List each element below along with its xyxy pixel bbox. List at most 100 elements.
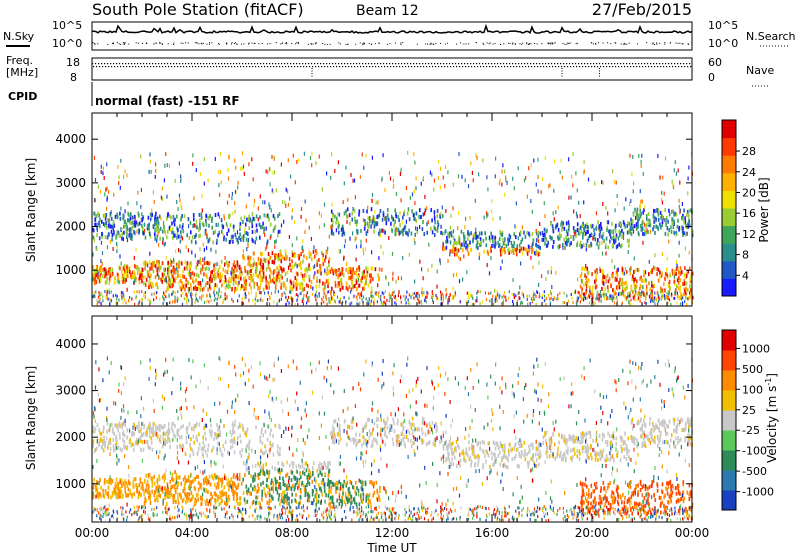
data-cell xyxy=(259,277,262,282)
data-cell xyxy=(540,190,542,195)
data-cell xyxy=(644,228,646,233)
data-cell xyxy=(394,208,396,213)
data-cell xyxy=(273,260,276,265)
data-cell xyxy=(615,180,617,185)
data-cell xyxy=(657,208,660,213)
data-cell xyxy=(255,269,257,274)
data-cell xyxy=(567,237,570,242)
freq-label: Freq. xyxy=(6,54,33,67)
data-cell xyxy=(476,296,478,300)
data-cell xyxy=(638,212,640,217)
data-cell xyxy=(135,247,137,252)
data-cell xyxy=(164,163,166,168)
nsearch-dot xyxy=(530,43,532,45)
data-cell xyxy=(421,287,423,292)
data-cell xyxy=(328,234,330,239)
nave-dot xyxy=(492,66,494,68)
data-cell xyxy=(244,268,247,273)
date-label: 27/Feb/2015 xyxy=(592,0,692,19)
data-cell xyxy=(356,219,358,224)
data-cell xyxy=(682,296,684,300)
data-cell xyxy=(622,231,625,236)
nave-tick-low: 0 xyxy=(708,71,715,84)
data-cell xyxy=(599,229,602,234)
data-cell xyxy=(433,226,436,231)
data-cell xyxy=(200,212,203,217)
data-cell xyxy=(555,210,557,215)
data-cell xyxy=(355,257,357,262)
data-cell xyxy=(229,445,232,450)
data-cell xyxy=(213,285,216,290)
data-cell xyxy=(156,259,158,264)
data-cell xyxy=(159,297,161,301)
data-cell xyxy=(659,286,662,291)
data-cell xyxy=(607,296,609,300)
nave-dot xyxy=(315,66,317,68)
data-cell xyxy=(113,231,115,236)
data-cell xyxy=(93,291,95,295)
data-cell xyxy=(657,278,660,283)
data-cell xyxy=(242,234,245,239)
nsearch-dot xyxy=(363,42,365,44)
data-cell xyxy=(174,295,176,300)
data-cell xyxy=(185,297,187,302)
data-cell xyxy=(572,183,574,188)
data-cell xyxy=(590,224,593,229)
data-cell xyxy=(651,292,653,296)
data-cell xyxy=(610,234,612,239)
data-cell xyxy=(584,266,587,271)
data-cell xyxy=(628,238,630,243)
data-cell xyxy=(519,296,521,300)
data-cell xyxy=(372,217,374,222)
data-cell xyxy=(122,437,124,442)
data-cell xyxy=(234,201,236,206)
data-cell xyxy=(437,225,439,230)
nave-dot xyxy=(402,66,404,68)
data-cell xyxy=(403,225,406,230)
data-cell xyxy=(318,269,320,274)
velocity-data-cells xyxy=(92,356,694,523)
data-cell xyxy=(162,276,164,281)
data-cell xyxy=(408,302,410,306)
data-cell xyxy=(318,211,320,216)
data-cell xyxy=(155,168,157,173)
data-cell xyxy=(94,277,96,282)
data-cell xyxy=(310,236,312,241)
data-cell xyxy=(354,284,356,289)
data-cell xyxy=(579,225,582,230)
data-cell xyxy=(625,285,627,290)
data-cell xyxy=(452,245,454,249)
data-cell xyxy=(139,436,142,441)
data-cell xyxy=(284,254,287,259)
data-cell xyxy=(676,294,679,299)
data-cell xyxy=(338,282,340,287)
data-cell xyxy=(634,287,637,292)
data-cell xyxy=(278,423,280,428)
data-cell xyxy=(595,211,597,216)
data-cell xyxy=(267,298,269,302)
data-cell xyxy=(171,422,174,427)
data-cell xyxy=(181,225,184,230)
nave-dot xyxy=(414,66,416,68)
data-cell xyxy=(260,297,262,301)
data-cell xyxy=(134,279,136,284)
data-cell xyxy=(639,286,641,291)
data-cell xyxy=(114,445,117,450)
data-cell xyxy=(234,232,237,237)
data-cell xyxy=(639,224,642,228)
nsearch-dot xyxy=(120,43,122,45)
data-cell xyxy=(377,283,379,288)
data-cell xyxy=(296,278,298,283)
chart-title: South Pole Station (fitACF) xyxy=(92,0,304,19)
data-cell xyxy=(113,280,116,285)
nsearch-dot xyxy=(258,43,260,45)
data-cell xyxy=(586,296,588,300)
data-cell xyxy=(138,424,140,429)
data-cell xyxy=(134,216,136,221)
data-cell xyxy=(202,440,204,445)
data-cell xyxy=(691,295,694,300)
nsearch-dot xyxy=(107,43,109,45)
data-cell xyxy=(184,292,187,296)
nave-dot xyxy=(375,66,377,68)
freq-dot xyxy=(452,63,454,65)
